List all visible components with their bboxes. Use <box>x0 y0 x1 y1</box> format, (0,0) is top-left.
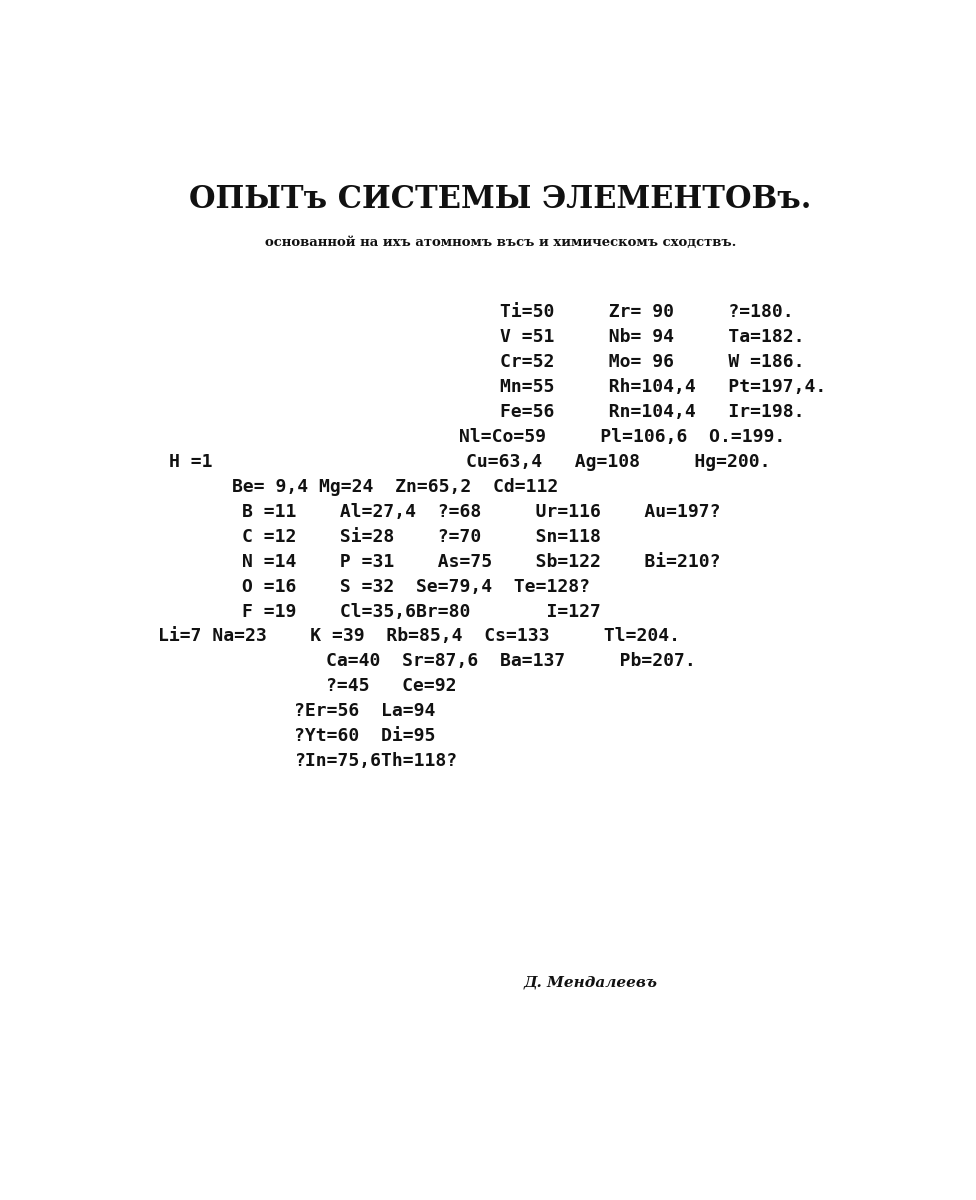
Text: ?In=75,6Th=118?: ?In=75,6Th=118? <box>295 752 458 770</box>
Text: F =19    Cl=35,6Br=80       I=127: F =19 Cl=35,6Br=80 I=127 <box>241 602 600 620</box>
Text: ?Yt=60  Di=95: ?Yt=60 Di=95 <box>295 727 436 745</box>
Text: Cu=63,4   Ag=108     Hg=200.: Cu=63,4 Ag=108 Hg=200. <box>467 452 771 470</box>
Text: основанной на ихъ атомномъ въсъ и химическомъ сходствъ.: основанной на ихъ атомномъ въсъ и химиче… <box>264 236 736 250</box>
Text: Cr=52     Mo= 96     W =186.: Cr=52 Mo= 96 W =186. <box>501 353 804 371</box>
Text: N =14    P =31    As=75    Sb=122    Bi=210?: N =14 P =31 As=75 Sb=122 Bi=210? <box>241 553 720 571</box>
Text: ?Er=56  La=94: ?Er=56 La=94 <box>295 702 436 720</box>
Text: Be= 9,4 Mg=24  Zn=65,2  Cd=112: Be= 9,4 Mg=24 Zn=65,2 Cd=112 <box>231 478 558 496</box>
Text: C =12    Si=28    ?=70     Sn=118: C =12 Si=28 ?=70 Sn=118 <box>241 528 600 546</box>
Text: Ca=40  Sr=87,6  Ba=137     Pb=207.: Ca=40 Sr=87,6 Ba=137 Pb=207. <box>326 653 696 671</box>
Text: Nl=Co=59     Pl=106,6  O.=199.: Nl=Co=59 Pl=106,6 O.=199. <box>459 428 785 446</box>
Text: H =1: H =1 <box>169 452 213 470</box>
Text: ОПЫТъ СИСТЕМЫ ЭЛЕМЕНТОВъ.: ОПЫТъ СИСТЕМЫ ЭЛЕМЕНТОВъ. <box>189 184 811 215</box>
Text: ?=45   Ce=92: ?=45 Ce=92 <box>326 677 457 695</box>
Text: Д. Мендалеевъ: Д. Мендалеевъ <box>524 976 658 990</box>
Text: V =51     Nb= 94     Ta=182.: V =51 Nb= 94 Ta=182. <box>501 328 804 346</box>
Text: Li=7 Na=23    K =39  Rb=85,4  Cs=133     Tl=204.: Li=7 Na=23 K =39 Rb=85,4 Cs=133 Tl=204. <box>157 628 679 646</box>
Text: B =11    Al=27,4  ?=68     Ur=116    Au=197?: B =11 Al=27,4 ?=68 Ur=116 Au=197? <box>241 503 720 521</box>
Text: Fe=56     Rn=104,4   Ir=198.: Fe=56 Rn=104,4 Ir=198. <box>501 403 804 421</box>
Text: Mn=55     Rh=104,4   Pt=197,4.: Mn=55 Rh=104,4 Pt=197,4. <box>501 378 827 396</box>
Text: O =16    S =32  Se=79,4  Te=128?: O =16 S =32 Se=79,4 Te=128? <box>241 577 590 595</box>
Text: Ti=50     Zr= 90     ?=180.: Ti=50 Zr= 90 ?=180. <box>501 304 793 322</box>
